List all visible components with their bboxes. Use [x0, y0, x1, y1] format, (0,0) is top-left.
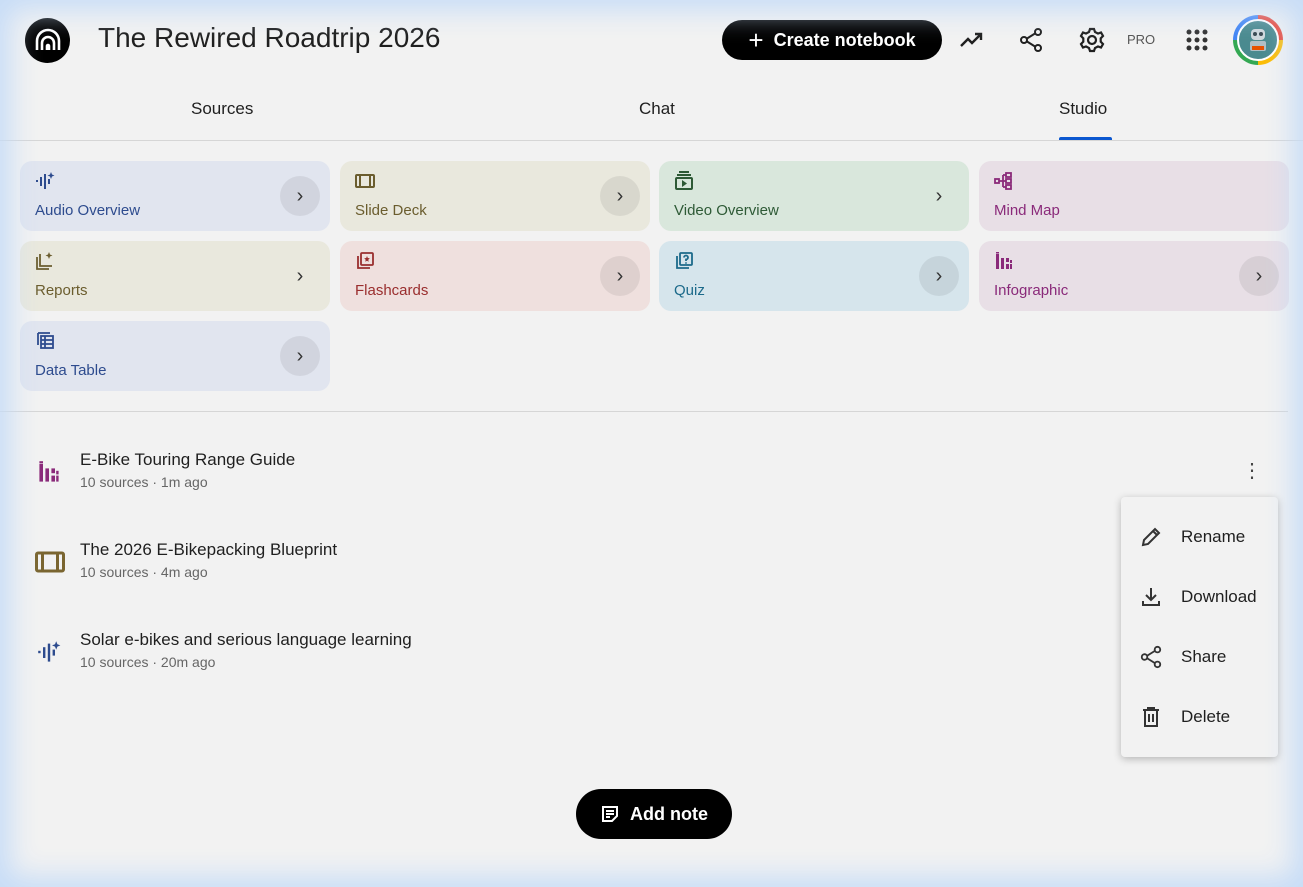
- more-options-icon[interactable]: ⋮: [1242, 459, 1262, 482]
- chevron-right-icon[interactable]: ›: [280, 336, 320, 376]
- studio-card-quiz[interactable]: Quiz ›: [659, 241, 969, 311]
- menu-item-label: Rename: [1181, 527, 1246, 546]
- studio-card-label: Slide Deck: [355, 202, 427, 219]
- app-logo[interactable]: [25, 18, 70, 63]
- note-meta: 10 sources · 1m ago: [80, 474, 208, 490]
- note-list-item[interactable]: Solar e-bikes and serious language learn…: [0, 630, 1100, 680]
- studio-card-flashcards[interactable]: Flashcards ›: [340, 241, 650, 311]
- chevron-right-icon[interactable]: ›: [280, 176, 320, 216]
- studio-card-mind-map[interactable]: Mind Map: [979, 161, 1289, 231]
- studio-card-label: Video Overview: [674, 202, 779, 219]
- infographic-icon: [994, 251, 1014, 271]
- chevron-right-icon[interactable]: ›: [935, 184, 943, 207]
- note-title: The 2026 E-Bikepacking Blueprint: [80, 540, 338, 559]
- chevron-right-icon[interactable]: ›: [600, 256, 640, 296]
- logo-icon: [35, 28, 60, 50]
- slide-deck-icon: [35, 547, 65, 577]
- studio-card-label: Flashcards: [355, 282, 429, 299]
- tab-chat[interactable]: Chat: [639, 99, 675, 118]
- video-icon: [674, 171, 694, 191]
- studio-card-infographic[interactable]: Infographic ›: [979, 241, 1289, 311]
- user-avatar[interactable]: [1233, 15, 1283, 65]
- plus-icon: +: [748, 25, 764, 55]
- menu-item-delete[interactable]: Delete: [1121, 687, 1278, 747]
- chevron-right-icon[interactable]: ›: [919, 256, 959, 296]
- chevron-right-icon[interactable]: ›: [1239, 256, 1279, 296]
- studio-card-audio-overview[interactable]: Audio Overview ›: [20, 161, 330, 231]
- note-list-item[interactable]: The 2026 E-Bikepacking Blueprint 10 sour…: [0, 540, 1100, 590]
- audio-waveform-icon: [37, 640, 61, 664]
- note-title: E-Bike Touring Range Guide: [80, 450, 296, 469]
- menu-item-label: Download: [1181, 587, 1257, 606]
- note-list-item[interactable]: E-Bike Touring Range Guide 10 sources · …: [0, 450, 1100, 500]
- download-icon: [1142, 588, 1160, 606]
- reports-icon: [35, 251, 55, 271]
- tab-studio[interactable]: Studio: [1059, 99, 1108, 118]
- share-icon[interactable]: [1017, 26, 1045, 54]
- settings-gear-icon[interactable]: [1077, 25, 1107, 55]
- studio-card-label: Quiz: [674, 282, 705, 299]
- flashcards-icon: [355, 251, 375, 271]
- apps-grid-icon[interactable]: [1186, 29, 1210, 53]
- mind-map-icon: [994, 171, 1014, 191]
- studio-card-label: Data Table: [35, 362, 107, 379]
- create-notebook-label: Create notebook: [773, 29, 916, 50]
- menu-item-share[interactable]: Share: [1121, 627, 1278, 687]
- chevron-right-icon[interactable]: ›: [296, 264, 304, 287]
- menu-item-label: Share: [1181, 647, 1227, 666]
- studio-card-reports[interactable]: Reports ›: [20, 241, 330, 311]
- slide-deck-icon: [355, 171, 375, 191]
- menu-item-rename[interactable]: Rename: [1121, 507, 1278, 567]
- audio-waveform-icon: [35, 171, 55, 191]
- note-icon: [602, 806, 618, 822]
- studio-card-video-overview[interactable]: Video Overview ›: [659, 161, 969, 231]
- pencil-icon: [1141, 527, 1161, 547]
- note-meta: 10 sources · 4m ago: [80, 564, 208, 580]
- studio-card-label: Reports: [35, 282, 88, 299]
- create-notebook-button[interactable]: + Create notebook: [722, 20, 942, 60]
- note-context-menu: Rename Download Share Delete: [1121, 497, 1278, 757]
- pro-badge: PRO: [1127, 32, 1156, 47]
- tab-divider: [0, 140, 1303, 141]
- data-table-icon: [35, 331, 55, 351]
- chevron-right-icon[interactable]: ›: [600, 176, 640, 216]
- notebook-title[interactable]: The Rewired Roadtrip 2026: [98, 22, 441, 53]
- share-icon: [1140, 645, 1162, 669]
- menu-item-download[interactable]: Download: [1121, 567, 1278, 627]
- note-meta: 10 sources · 20m ago: [80, 654, 216, 670]
- studio-card-label: Audio Overview: [35, 202, 141, 219]
- add-note-button[interactable]: Add note: [576, 789, 732, 839]
- add-note-label: Add note: [630, 803, 708, 824]
- active-tab-indicator: [1059, 137, 1112, 140]
- section-divider: [0, 411, 1288, 412]
- menu-item-label: Delete: [1181, 707, 1231, 726]
- studio-card-slide-deck[interactable]: Slide Deck ›: [340, 161, 650, 231]
- studio-card-label: Infographic: [994, 282, 1069, 299]
- studio-card-data-table[interactable]: Data Table ›: [20, 321, 330, 391]
- infographic-icon: [37, 460, 61, 484]
- tab-sources[interactable]: Sources: [191, 99, 254, 118]
- studio-card-label: Mind Map: [994, 202, 1060, 219]
- note-title: Solar e-bikes and serious language learn…: [80, 630, 412, 649]
- analytics-trending-icon[interactable]: [957, 27, 987, 53]
- quiz-icon: [674, 251, 694, 271]
- robot-avatar-image: [1237, 19, 1279, 61]
- trash-icon: [1143, 707, 1159, 727]
